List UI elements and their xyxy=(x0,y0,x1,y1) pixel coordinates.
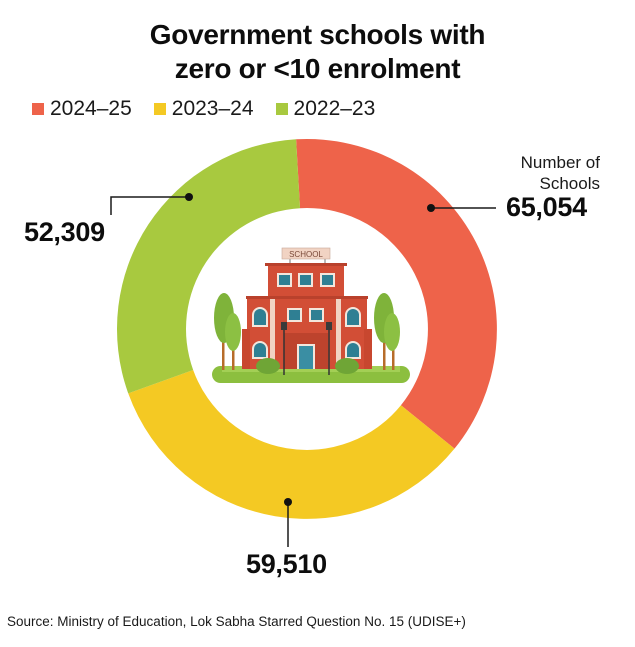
legend-swatch-green xyxy=(275,103,288,115)
legend-swatch-red xyxy=(32,103,44,115)
donut-segment-2023-24 xyxy=(128,370,455,519)
legend-swatch-yellow xyxy=(153,103,166,115)
chart-title-line-1: Government schools with xyxy=(149,19,486,50)
school-building-icon: SCHOOL xyxy=(212,247,410,383)
legend-label: 2022–23 xyxy=(293,97,376,120)
legend-item-2022-23: 2022–23 xyxy=(275,97,376,121)
donut-segment-2024-25 xyxy=(296,139,497,449)
leader-line-2024-25 xyxy=(427,204,496,212)
data-label-2024-25: 65,054 xyxy=(506,192,587,222)
chart-title: Government schools with zero or <10 enro… xyxy=(0,18,635,86)
donut-segment-2022-23 xyxy=(116,139,301,394)
legend-label: 2023–24 xyxy=(171,97,254,120)
legend: 2024–25 2023–24 2022–23 xyxy=(32,97,397,121)
source-note: Source: Ministry of Education, Lok Sabha… xyxy=(7,614,466,629)
legend-label: 2024–25 xyxy=(50,97,132,120)
value-label-line-1: Number of xyxy=(520,153,600,172)
value-label-line-2: Schools xyxy=(539,174,600,193)
leader-line-2022-23 xyxy=(110,193,193,215)
legend-item-2023-24: 2023–24 xyxy=(153,97,254,121)
school-sign-text: SCHOOL xyxy=(289,250,323,259)
value-axis-label: Number of Schools xyxy=(521,152,600,194)
chart-title-line-2: zero or <10 enrolment xyxy=(174,53,461,84)
leader-line-2023-24 xyxy=(284,498,292,547)
data-label-2022-23: 52,309 xyxy=(24,217,105,247)
legend-item-2024-25: 2024–25 xyxy=(32,97,132,121)
data-label-2023-24: 59,510 xyxy=(246,549,327,579)
